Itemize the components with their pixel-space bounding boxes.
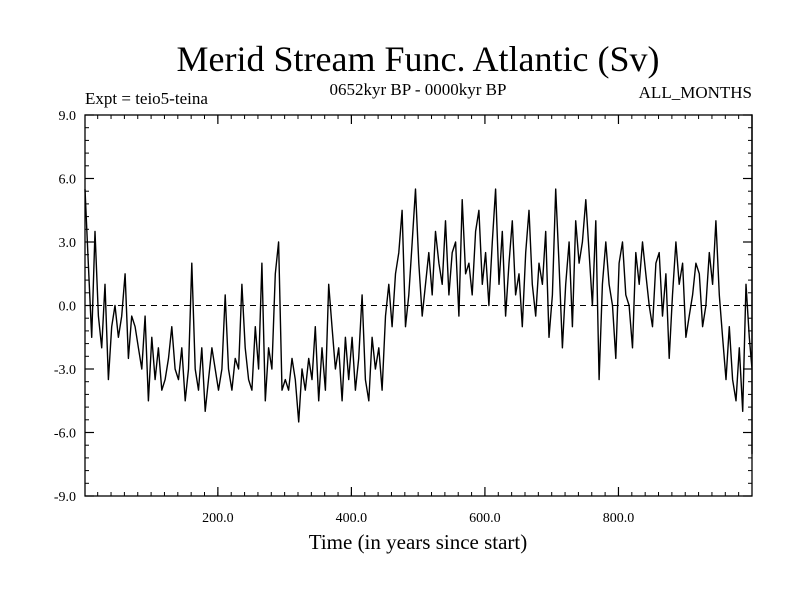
y-tick-label: 9.0 — [59, 109, 77, 124]
chart-title: Merid Stream Func. Atlantic (Sv) — [177, 39, 660, 79]
chart-subtitle-right: ALL_MONTHS — [639, 83, 752, 102]
x-tick-label: 400.0 — [336, 511, 368, 526]
x-tick-label: 200.0 — [202, 511, 234, 526]
x-axis-label: Time (in years since start) — [309, 530, 528, 554]
y-tick-label: -3.0 — [54, 363, 76, 378]
chart-subtitle-left: Expt = teio5-teina — [85, 89, 208, 108]
axis-ticks: -9.0 -6.0 -3.0 0.0 3.0 6.0 9.0 200.0 400.0 600.0 8… — [54, 109, 752, 526]
chart-subtitle-center: 0652kyr BP - 0000kyr BP — [330, 80, 507, 99]
y-tick-label: 0.0 — [59, 300, 77, 315]
x-tick-label: 800.0 — [603, 511, 635, 526]
series-line — [84, 114, 753, 455]
y-tick-label: 6.0 — [59, 173, 77, 188]
y-tick-label: 3.0 — [59, 236, 77, 251]
y-tick-label: -9.0 — [54, 490, 76, 505]
y-tick-label: -6.0 — [54, 427, 76, 442]
x-tick-label: 600.0 — [469, 511, 501, 526]
